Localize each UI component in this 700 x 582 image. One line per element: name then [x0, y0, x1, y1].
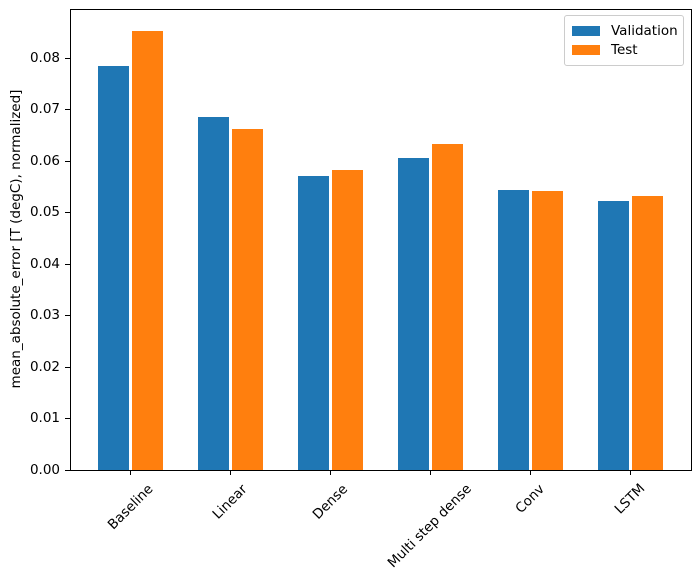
bar-test-dense — [332, 170, 363, 470]
legend-swatch-test — [572, 45, 600, 55]
bar-test-conv — [532, 191, 563, 470]
y-tick-mark — [65, 161, 70, 162]
legend-label-test: Test — [611, 42, 638, 58]
y-tick-mark — [65, 315, 70, 316]
y-tick-mark — [65, 418, 70, 419]
bar-validation-linear — [198, 117, 229, 470]
x-tick-mark — [230, 470, 231, 475]
legend-entry-test: Test — [572, 41, 676, 59]
x-tick-label-lstm: LSTM — [611, 480, 649, 518]
y-tick-label: 0.00 — [29, 462, 60, 478]
y-tick-mark — [65, 58, 70, 59]
x-tick-mark — [530, 470, 531, 475]
y-tick-mark — [65, 367, 70, 368]
x-tick-label-baseline: Baseline — [104, 481, 157, 533]
bar-test-multi-step-dense — [432, 144, 463, 470]
x-tick-mark — [330, 470, 331, 475]
legend-entry-validation: Validation — [572, 22, 678, 40]
y-axis-label: mean_absolute_error [T (degC), normalize… — [8, 89, 24, 389]
bar-test-lstm — [632, 196, 663, 470]
y-tick-mark — [65, 109, 70, 110]
bar-test-linear — [232, 129, 263, 470]
bar-validation-conv — [498, 190, 529, 470]
y-tick-label: 0.01 — [29, 410, 60, 426]
x-tick-mark — [630, 470, 631, 475]
x-tick-label-multi-step-dense: Multi step dense — [384, 480, 475, 572]
y-tick-mark — [65, 470, 70, 471]
legend-swatch-validation — [572, 26, 600, 36]
bar-validation-multi-step-dense — [398, 158, 429, 470]
y-tick-label: 0.05 — [29, 204, 60, 220]
bar-validation-baseline — [98, 66, 129, 470]
x-tick-label-linear: Linear — [209, 481, 251, 523]
y-tick-label: 0.02 — [29, 359, 60, 375]
x-tick-mark — [130, 470, 131, 475]
x-tick-label-dense: Dense — [309, 481, 352, 523]
legend: Validation Test — [564, 15, 684, 66]
legend-label-validation: Validation — [611, 23, 678, 39]
bar-validation-dense — [298, 176, 329, 470]
x-tick-label-conv: Conv — [512, 481, 548, 517]
bar-validation-lstm — [598, 201, 629, 470]
bar-test-baseline — [132, 31, 163, 470]
y-tick-label: 0.08 — [29, 50, 60, 66]
y-tick-mark — [65, 212, 70, 213]
y-tick-label: 0.06 — [29, 153, 60, 169]
y-tick-mark — [65, 264, 70, 265]
y-tick-label: 0.03 — [29, 307, 60, 323]
y-tick-label: 0.04 — [29, 256, 60, 272]
x-tick-mark — [430, 470, 431, 475]
y-tick-label: 0.07 — [29, 101, 60, 117]
